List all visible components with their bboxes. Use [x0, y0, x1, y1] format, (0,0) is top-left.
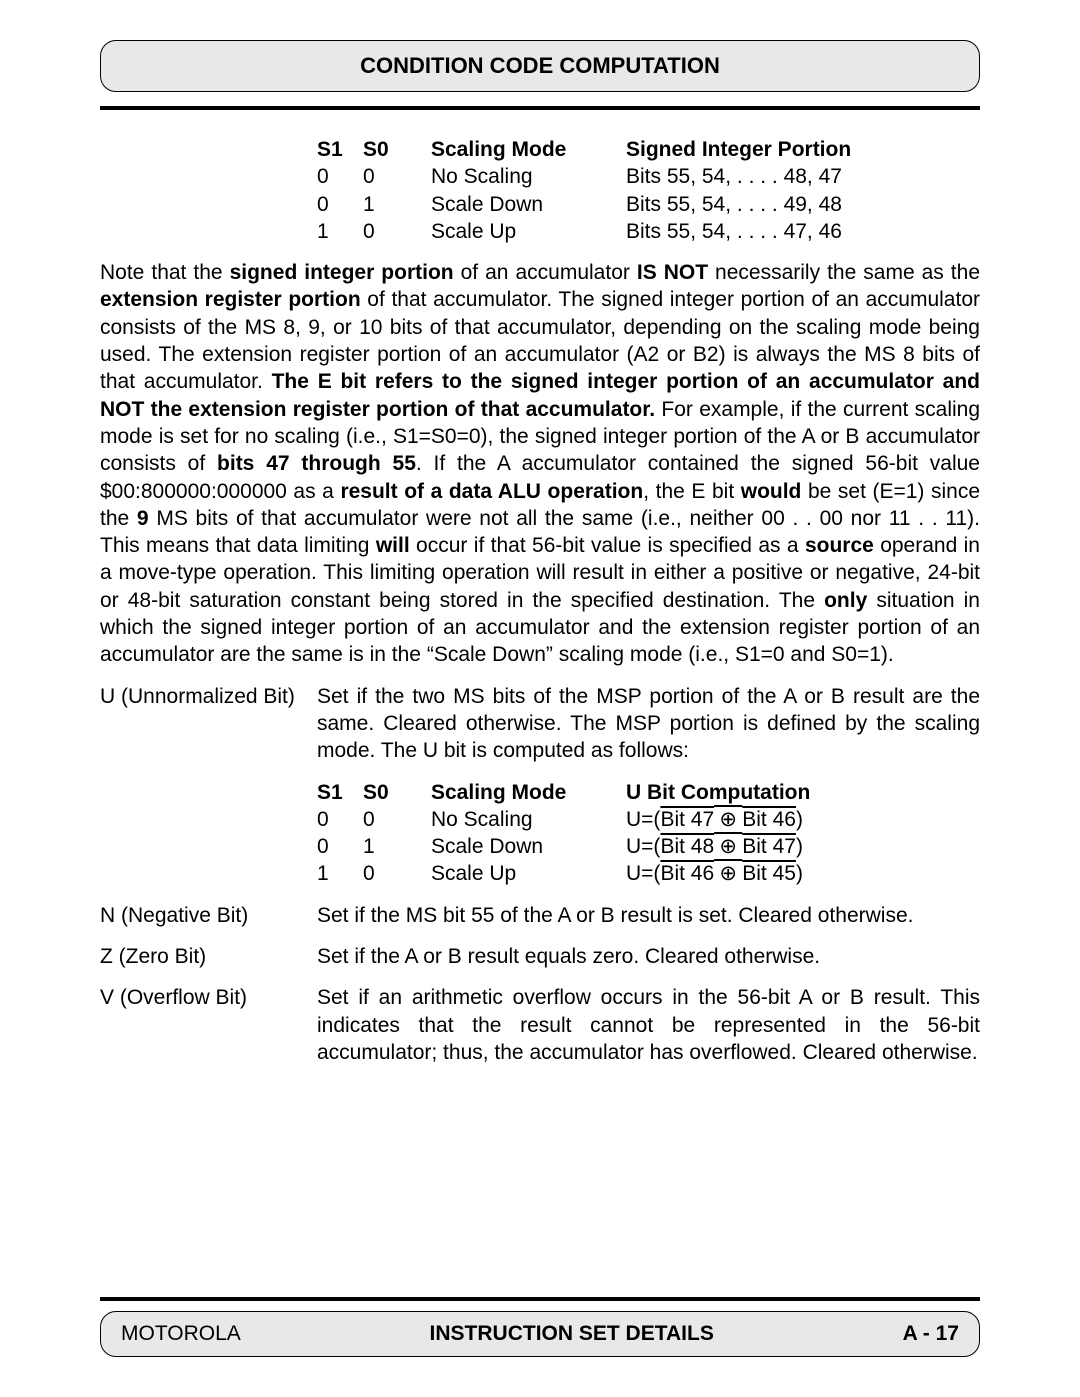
z-bit-label: Z (Zero Bit) [100, 943, 317, 970]
n-bit-desc: Set if the MS bit 55 of the A or B resul… [317, 902, 980, 929]
note-text: Note that the [100, 261, 230, 284]
cell-portion: Bits 55, 54, . . . . 49, 48 [626, 191, 980, 218]
xor-icon: ⊕ [714, 834, 742, 858]
scaling-table-2: S1 S0 Scaling Mode U Bit Computation 0 0… [317, 779, 980, 888]
th-s1: S1 [317, 779, 363, 806]
u-bit-a: Bit 48 [660, 835, 714, 858]
xor-icon: ⊕ [714, 861, 742, 885]
v-bit-desc: Set if an arithmetic overflow occurs in … [317, 984, 980, 1066]
table-row: 0 0 No Scaling Bits 55, 54, . . . . 48, … [317, 163, 980, 190]
cell-s1: 0 [317, 806, 363, 833]
note-bold: would [741, 480, 802, 503]
cell-mode: Scale Down [431, 191, 626, 218]
note-bold: IS NOT [637, 261, 708, 284]
u-expr: Bit 46 ⊕ Bit 45 [660, 862, 796, 885]
cell-mode: No Scaling [431, 806, 626, 833]
n-bit-label: N (Negative Bit) [100, 902, 317, 929]
cell-s1: 0 [317, 163, 363, 190]
table-row: 0 0 No Scaling U=(Bit 47 ⊕ Bit 46) [317, 806, 980, 833]
page-footer: MOTOROLA INSTRUCTION SET DETAILS A - 17 [100, 1237, 980, 1357]
scaling-table-1: S1 S0 Scaling Mode Signed Integer Portio… [317, 136, 980, 245]
u-suffix: ) [796, 835, 803, 858]
u-bit-row: U (Unnormalized Bit) Set if the two MS b… [100, 683, 980, 765]
table-header-row: S1 S0 Scaling Mode Signed Integer Portio… [317, 136, 980, 163]
note-text: , the E bit [643, 480, 741, 503]
u-prefix: U=( [626, 835, 660, 858]
header-box: CONDITION CODE COMPUTATION [100, 40, 980, 92]
table-header-row: S1 S0 Scaling Mode U Bit Computation [317, 779, 980, 806]
footer-right: A - 17 [903, 1322, 959, 1346]
note-bold: 9 [137, 507, 149, 530]
th-mode: Scaling Mode [431, 779, 626, 806]
note-text: occur if that 56-bit value is specified … [410, 534, 805, 557]
u-suffix: ) [796, 808, 803, 831]
v-bit-row: V (Overflow Bit) Set if an arithmetic ov… [100, 984, 980, 1066]
cell-s1: 0 [317, 191, 363, 218]
v-bit-label: V (Overflow Bit) [100, 984, 317, 1066]
n-bit-row: N (Negative Bit) Set if the MS bit 55 of… [100, 902, 980, 929]
cell-mode: No Scaling [431, 163, 626, 190]
th-portion: Signed Integer Portion [626, 136, 980, 163]
footer-left: MOTOROLA [121, 1322, 241, 1346]
note-bold: only [824, 589, 867, 612]
u-bit-b: Bit 46 [742, 808, 796, 831]
cell-mode: Scale Up [431, 218, 626, 245]
cell-s0: 1 [363, 191, 431, 218]
footer-rule [100, 1297, 980, 1301]
note-paragraph: Note that the signed integer portion of … [100, 259, 980, 668]
u-suffix: ) [796, 862, 803, 885]
note-text: of an accumulator [454, 261, 637, 284]
u-expr: Bit 48 ⊕ Bit 47 [660, 835, 796, 858]
cell-mode: Scale Down [431, 833, 626, 860]
u-bit-a: Bit 47 [660, 808, 714, 831]
u-bit-a: Bit 46 [660, 862, 714, 885]
note-text: necessarily the same as the [708, 261, 980, 284]
u-bit-b: Bit 47 [742, 835, 796, 858]
cell-mode: Scale Up [431, 860, 626, 887]
cell-s0: 0 [363, 806, 431, 833]
cell-s1: 1 [317, 218, 363, 245]
th-s0: S0 [363, 779, 431, 806]
note-bold: result of a data ALU operation [340, 480, 643, 503]
table-row: 0 1 Scale Down U=(Bit 48 ⊕ Bit 47) [317, 833, 980, 860]
th-mode: Scaling Mode [431, 136, 626, 163]
cell-s1: 0 [317, 833, 363, 860]
table-row: 1 0 Scale Up Bits 55, 54, . . . . 47, 46 [317, 218, 980, 245]
u-bit-b: Bit 45 [742, 862, 796, 885]
th-s1: S1 [317, 136, 363, 163]
z-bit-desc: Set if the A or B result equals zero. Cl… [317, 943, 980, 970]
u-bit-label: U (Unnormalized Bit) [100, 683, 317, 765]
cell-s0: 0 [363, 163, 431, 190]
note-bold: will [376, 534, 410, 557]
table-row: 1 0 Scale Up U=(Bit 46 ⊕ Bit 45) [317, 860, 980, 887]
cell-portion: Bits 55, 54, . . . . 47, 46 [626, 218, 980, 245]
footer-box: MOTOROLA INSTRUCTION SET DETAILS A - 17 [100, 1311, 980, 1357]
note-bold: extension register portion [100, 288, 361, 311]
cell-s0: 1 [363, 833, 431, 860]
note-bold: bits 47 through 55 [217, 452, 416, 475]
th-s0: S0 [363, 136, 431, 163]
note-bold: signed integer portion [230, 261, 454, 284]
u-expr: Bit 47 ⊕ Bit 46 [660, 808, 796, 831]
u-prefix: U=( [626, 808, 660, 831]
u-bit-desc: Set if the two MS bits of the MSP portio… [317, 683, 980, 765]
cell-comp: U=(Bit 48 ⊕ Bit 47) [626, 833, 980, 860]
cell-s0: 0 [363, 218, 431, 245]
header-title: CONDITION CODE COMPUTATION [360, 53, 720, 78]
cell-s1: 1 [317, 860, 363, 887]
cell-comp: U=(Bit 47 ⊕ Bit 46) [626, 806, 980, 833]
top-rule [100, 106, 980, 110]
cell-comp: U=(Bit 46 ⊕ Bit 45) [626, 860, 980, 887]
z-bit-row: Z (Zero Bit) Set if the A or B result eq… [100, 943, 980, 970]
note-bold: source [805, 534, 874, 557]
footer-center: INSTRUCTION SET DETAILS [241, 1322, 903, 1346]
cell-s0: 0 [363, 860, 431, 887]
cell-portion: Bits 55, 54, . . . . 48, 47 [626, 163, 980, 190]
u-prefix: U=( [626, 862, 660, 885]
xor-icon: ⊕ [714, 807, 742, 831]
th-comp: U Bit Computation [626, 779, 980, 806]
table-row: 0 1 Scale Down Bits 55, 54, . . . . 49, … [317, 191, 980, 218]
